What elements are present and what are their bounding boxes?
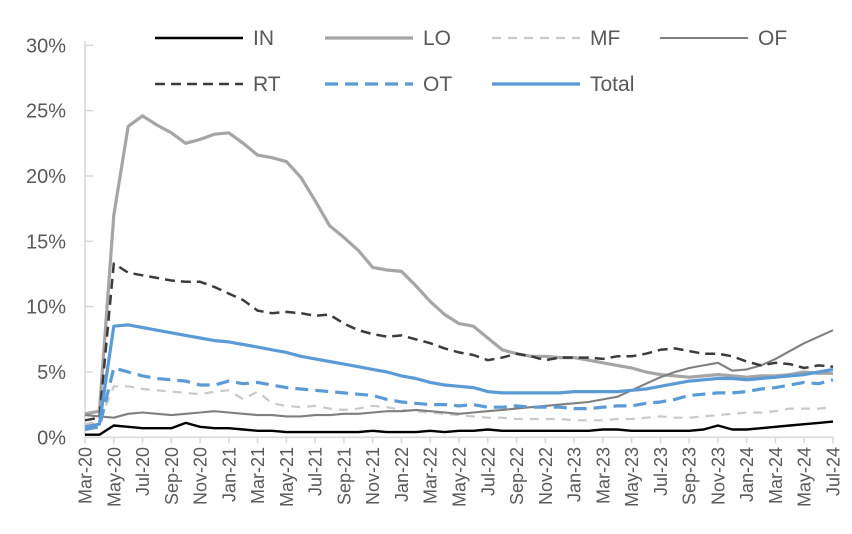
- legend-item-in: IN: [155, 27, 274, 50]
- legend-item-of: OF: [660, 27, 787, 50]
- x-axis-tick-label: Mar-22: [421, 447, 441, 504]
- x-axis-tick-label: May-22: [450, 447, 470, 507]
- series-line-of: [84, 329, 834, 419]
- series-line-mf: [84, 385, 834, 426]
- series-line-lo: [84, 114, 833, 416]
- x-axis-tick-label: Jan-21: [219, 447, 239, 502]
- y-axis-tick-label: 30%: [26, 35, 66, 57]
- series-line-in: [85, 420, 834, 436]
- legend-label: OT: [423, 73, 452, 96]
- x-axis-tick-label: Jul-24: [824, 447, 844, 496]
- legend-item-rt: RT: [155, 73, 281, 96]
- x-axis-tick-label: Jul-23: [651, 447, 671, 496]
- legend: IN LO MF OF RT OT Total: [155, 27, 787, 96]
- y-axis-tick-label: 25%: [26, 101, 66, 123]
- x-axis-tick-label: Sep-22: [507, 447, 527, 505]
- x-axis-tick-label: Nov-20: [191, 447, 211, 505]
- x-axis-tick-label: Jul-22: [478, 447, 498, 496]
- x-axis-tick-label: Mar-21: [248, 447, 268, 504]
- x-axis-tick-label: Nov-21: [363, 447, 383, 505]
- legend-item-ot: OT: [325, 73, 452, 96]
- x-axis-tick-label: Mar-24: [766, 447, 786, 504]
- x-axis-tick-label: Jul-20: [133, 447, 153, 496]
- series-line-rt: [84, 262, 834, 422]
- x-axis-tick-label: May-21: [277, 447, 297, 507]
- x-axis-tick-label: Mar-23: [593, 447, 613, 504]
- x-axis-tick-label: Mar-20: [76, 447, 96, 504]
- legend-item-mf: MF: [492, 27, 620, 50]
- x-axis-tick-label: Sep-21: [334, 447, 354, 505]
- legend-label: IN: [253, 27, 274, 50]
- legend-item-total: Total: [492, 73, 634, 96]
- x-axis-tick-label: May-23: [622, 447, 642, 507]
- x-axis-tick-label: May-24: [795, 447, 815, 507]
- series-line-total: [84, 323, 834, 429]
- legend-label: MF: [590, 27, 620, 50]
- legend-label: Total: [590, 73, 634, 96]
- axes: 0% 5% 10% 15% 20% 25% 30% Mar-20 May-20 Jul-20 Sep…: [26, 35, 844, 507]
- legend-label: OF: [758, 27, 787, 50]
- y-axis-tick-label: 10%: [26, 297, 66, 319]
- y-axis-tick-label: 0%: [37, 427, 66, 449]
- plot-series: [84, 114, 834, 436]
- y-axis-tick-label: 20%: [26, 166, 66, 188]
- x-axis-tick-label: Jul-21: [306, 447, 326, 496]
- legend-label: LO: [423, 27, 451, 50]
- x-axis-tick-label: Jan-24: [737, 447, 757, 502]
- legend-label: RT: [253, 73, 281, 96]
- x-axis-tick-label: Nov-23: [708, 447, 728, 505]
- x-axis-tick-label: Nov-22: [536, 447, 556, 505]
- y-axis-tick-label: 5%: [37, 362, 66, 384]
- y-axis-tick-label: 15%: [26, 231, 66, 253]
- x-axis-tick-label: Jan-22: [392, 447, 412, 502]
- x-axis-tick-label: May-20: [104, 447, 124, 507]
- series-line-ot: [84, 366, 834, 432]
- x-axis-tick-label: Jan-23: [565, 447, 585, 502]
- x-axis-tick-label: Sep-23: [680, 447, 700, 505]
- x-axis-tick-label: Sep-20: [162, 447, 182, 505]
- legend-item-lo: LO: [325, 27, 451, 50]
